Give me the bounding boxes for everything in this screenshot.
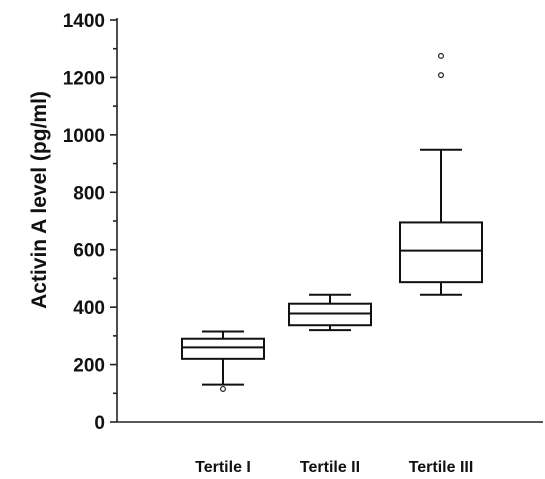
outlier-point — [438, 72, 445, 79]
interquartile-box — [399, 221, 483, 284]
y-axis-ticks: 0 200 400 600 800 1000 1200 1400 — [63, 11, 117, 434]
x-category-label: Tertile II — [300, 459, 360, 476]
interquartile-box — [181, 337, 265, 360]
outlier-point — [220, 385, 227, 392]
y-tick-label: 0 — [94, 413, 105, 434]
box-series — [181, 52, 483, 392]
y-tick-label: 200 — [73, 356, 105, 377]
x-category-label: Tertile III — [409, 459, 474, 476]
outlier-point — [438, 52, 445, 59]
x-axis-categories: Tertile I Tertile II Tertile III — [195, 459, 473, 476]
box-3 — [399, 52, 483, 296]
y-tick-label: 400 — [73, 298, 105, 319]
box-2 — [288, 293, 372, 332]
y-tick-label: 1400 — [63, 11, 105, 32]
x-category-label: Tertile I — [195, 459, 251, 476]
y-tick-label: 1000 — [63, 126, 105, 147]
y-tick-label: 800 — [73, 183, 105, 204]
interquartile-box — [288, 302, 372, 327]
y-axis-title: Activin A level (pg/ml) — [28, 91, 51, 309]
y-tick-label: 600 — [73, 241, 105, 262]
box-1 — [181, 330, 265, 392]
y-tick-label: 1200 — [63, 68, 105, 89]
